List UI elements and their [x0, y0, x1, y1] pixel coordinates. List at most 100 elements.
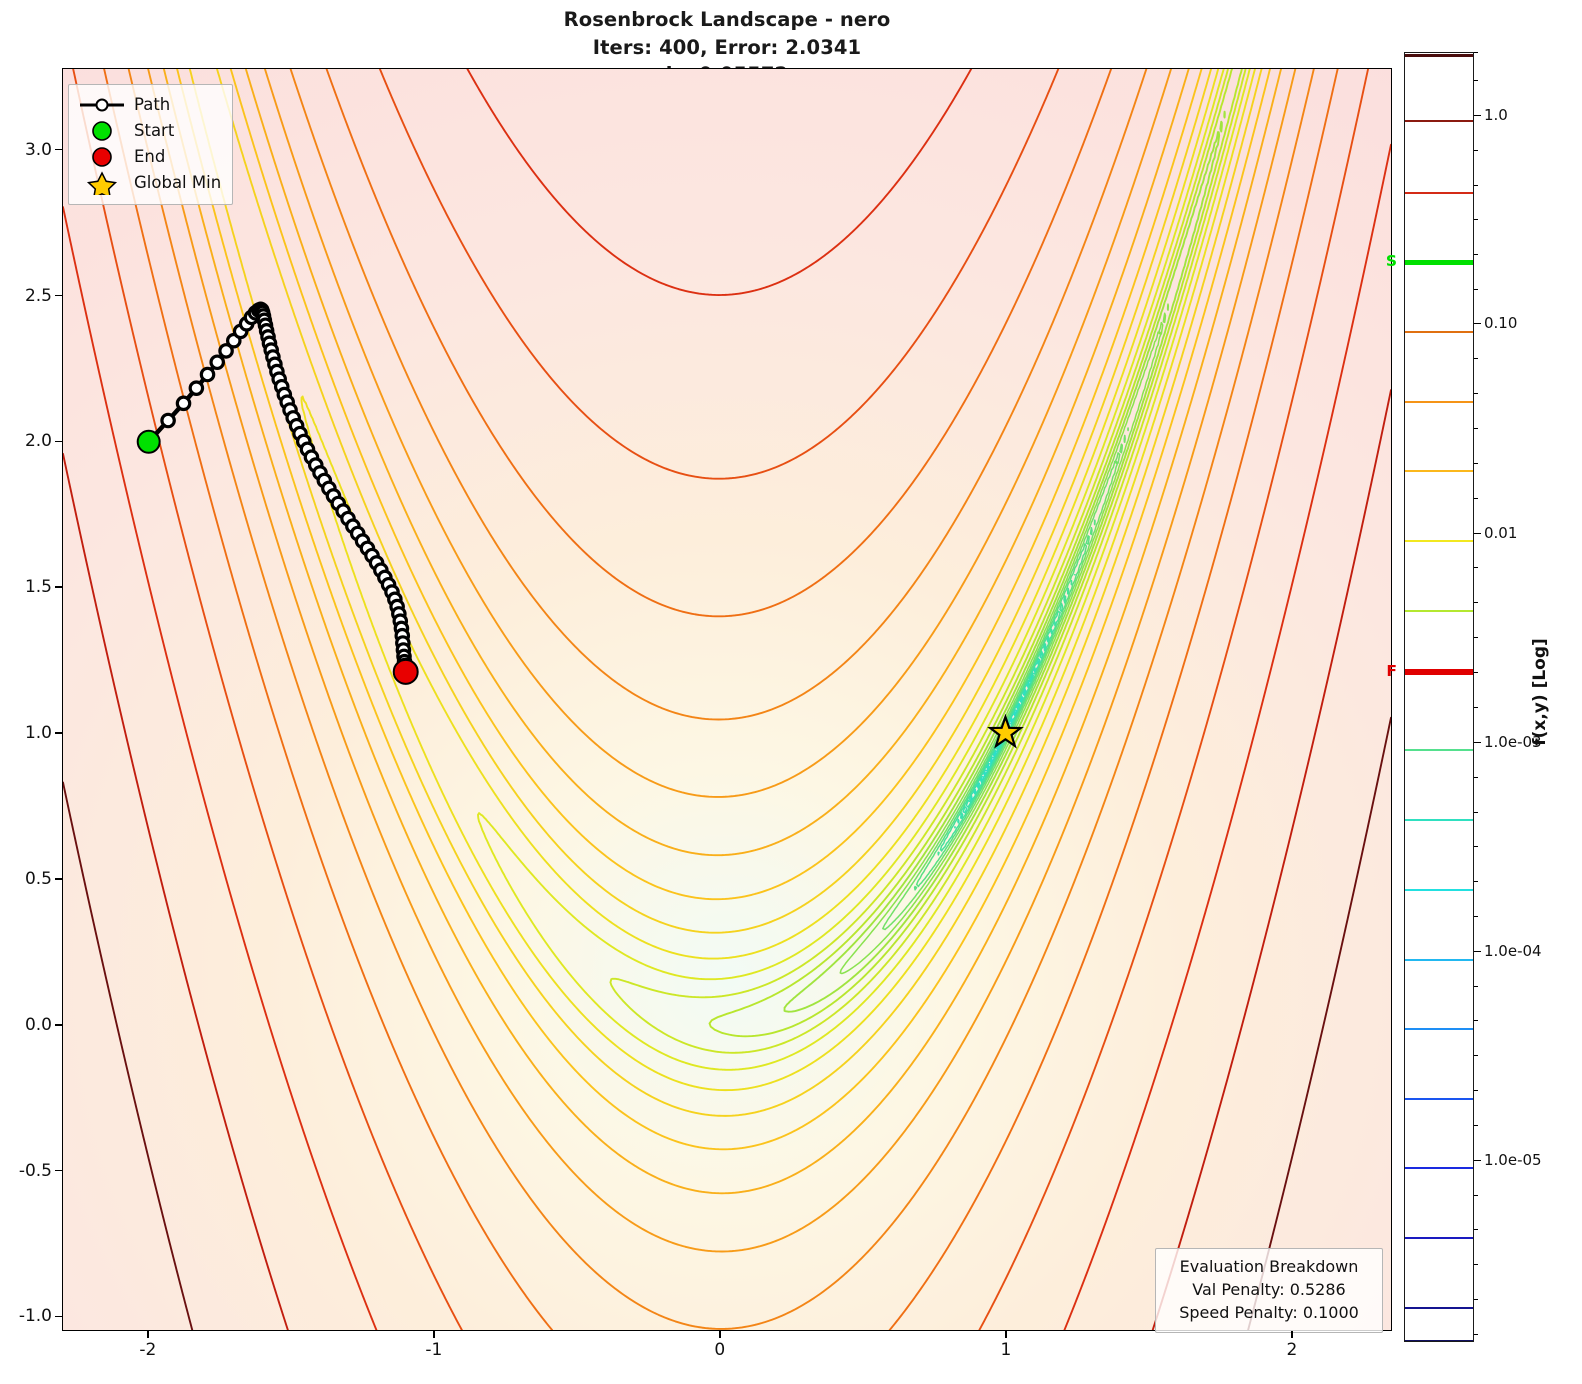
x-tick-label: -1	[425, 1340, 443, 1360]
colorbar-minor-tick	[1474, 881, 1478, 883]
colorbar-tick	[1474, 742, 1481, 744]
x-tickmark	[433, 1331, 435, 1338]
path-point-marker	[175, 395, 192, 412]
colorbar-minor-tick	[1474, 428, 1478, 430]
colorbar-tick	[1474, 951, 1481, 953]
contour-line	[127, 69, 1315, 1330]
colorbar-minor-tick	[1474, 150, 1478, 152]
colorbar-minor-tick	[1474, 52, 1478, 54]
contour-line	[609, 69, 1247, 1054]
colorbar-minor-tick	[1474, 916, 1478, 918]
colorbar-level-line	[1405, 400, 1473, 404]
legend-item-global-min[interactable]: Global Min	[78, 170, 222, 200]
y-tick-label: -1.0	[18, 1306, 52, 1327]
y-tickmark	[55, 1315, 62, 1318]
colorbar-minor-tick	[1474, 80, 1478, 82]
contour-line	[783, 110, 1226, 1013]
x-tickmark	[1005, 1331, 1007, 1338]
plot-background	[63, 69, 1391, 1330]
colorbar-tick-label: 0.10	[1484, 314, 1518, 332]
global-min-star-marker	[987, 713, 1024, 749]
colorbar-level-line	[1405, 119, 1473, 123]
colorbar-minor-tick	[1474, 1264, 1478, 1266]
colorbar-level-line	[1405, 539, 1473, 543]
colorbar-minor-tick	[1474, 289, 1478, 291]
green-circle-icon	[78, 119, 126, 143]
contour-line	[708, 69, 1243, 1038]
y-tick-label: 1.5	[24, 577, 52, 598]
colorbar-axis-label: f(x,y) [Log]	[1530, 638, 1550, 746]
x-tick-label: -2	[139, 1340, 157, 1360]
y-tick-label: -0.5	[18, 1160, 52, 1181]
colorbar-minor-tick	[1474, 185, 1478, 187]
legend-label-global-min: Global Min	[134, 172, 222, 192]
legend-item-start[interactable]: Start	[78, 118, 221, 144]
colorbar	[1404, 52, 1474, 1342]
start-point-marker	[136, 429, 161, 454]
colorbar-minor-tick	[1474, 358, 1478, 360]
colorbar-tick-label: 1.0e-05	[1484, 1151, 1542, 1169]
x-tick-label: 0	[714, 1340, 726, 1360]
colorbar-minor-tick	[1474, 1090, 1478, 1092]
colorbar-minor-tick	[1474, 1125, 1478, 1127]
colorbar-level-line	[1405, 888, 1473, 892]
legend-item-end[interactable]: End	[78, 144, 221, 170]
red-circle-icon	[78, 145, 126, 169]
colorbar-level-line	[1405, 609, 1473, 613]
y-tickmark	[55, 878, 62, 880]
eval-val-penalty: Val Penalty: 0.5286	[1192, 1280, 1346, 1300]
contour-line	[477, 69, 1251, 1071]
y-tick-label: 1.0	[24, 723, 52, 744]
colorbar-marker-f: F	[1386, 662, 1397, 680]
colorbar-minor-tick	[1474, 1055, 1478, 1057]
contour-line	[882, 427, 1129, 931]
colorbar-level-line	[1405, 748, 1473, 752]
contour-line	[300, 69, 1256, 1092]
colorbar-minor-tick	[1474, 219, 1478, 221]
colorbar-level-line	[1405, 1306, 1473, 1310]
colorbar-minor-tick	[1474, 567, 1478, 569]
y-tick-label: 0.0	[24, 1014, 52, 1035]
colorbar-level-line	[1405, 1339, 1473, 1341]
path-overlay-group	[136, 301, 1024, 749]
colorbar-minor-tick	[1474, 1229, 1478, 1231]
y-tick-label: 0.5	[24, 868, 52, 889]
colorbar-level-line	[1405, 1097, 1473, 1101]
colorbar-minor-tick	[1474, 986, 1478, 988]
y-tick-label: 2.5	[24, 285, 52, 306]
plot-legend[interactable]: Path Start End Global M	[68, 84, 234, 205]
legend-item-path[interactable]: Path	[78, 92, 221, 118]
colorbar-level-line	[1405, 958, 1473, 962]
colorbar-level-line	[1405, 1027, 1473, 1031]
title-line-2: Iters: 400, Error: 2.0341	[592, 35, 862, 59]
colorbar-level-line	[1405, 669, 1473, 675]
colorbar-minor-tick	[1474, 777, 1478, 779]
colorbar-tick-label: 1.0	[1484, 106, 1508, 124]
colorbar-level-line	[1405, 469, 1473, 473]
colorbar-minor-tick	[1474, 1195, 1478, 1197]
contour-line	[147, 69, 1297, 1253]
colorbar-minor-tick	[1474, 463, 1478, 465]
path-point-marker	[188, 380, 205, 396]
y-tickmark	[55, 440, 62, 443]
colorbar-minor-tick	[1474, 672, 1478, 674]
x-tickmark	[719, 1331, 721, 1338]
eval-heading: Evaluation Breakdown	[1179, 1257, 1359, 1276]
colorbar-minor-tick	[1474, 812, 1478, 814]
path-point-marker	[209, 354, 226, 371]
rosenbrock-contour-svg	[63, 69, 1391, 1330]
gold-star-icon	[78, 171, 126, 200]
x-tickmark	[1291, 1331, 1293, 1338]
eval-speed-penalty: Speed Penalty: 0.1000	[1179, 1303, 1359, 1323]
colorbar-marker-s: S	[1385, 252, 1397, 270]
path-point-marker	[199, 366, 216, 383]
colorbar-minor-tick	[1474, 1334, 1478, 1336]
path-point-marker	[160, 412, 176, 429]
y-tickmark	[55, 294, 62, 297]
colorbar-minor-tick	[1474, 707, 1478, 709]
legend-label-end: End	[134, 146, 166, 166]
y-tickmark	[55, 1169, 62, 1172]
y-tickmark	[55, 148, 62, 151]
colorbar-tick-label: 0.01	[1484, 524, 1518, 542]
contour-plot-axes	[62, 68, 1392, 1331]
